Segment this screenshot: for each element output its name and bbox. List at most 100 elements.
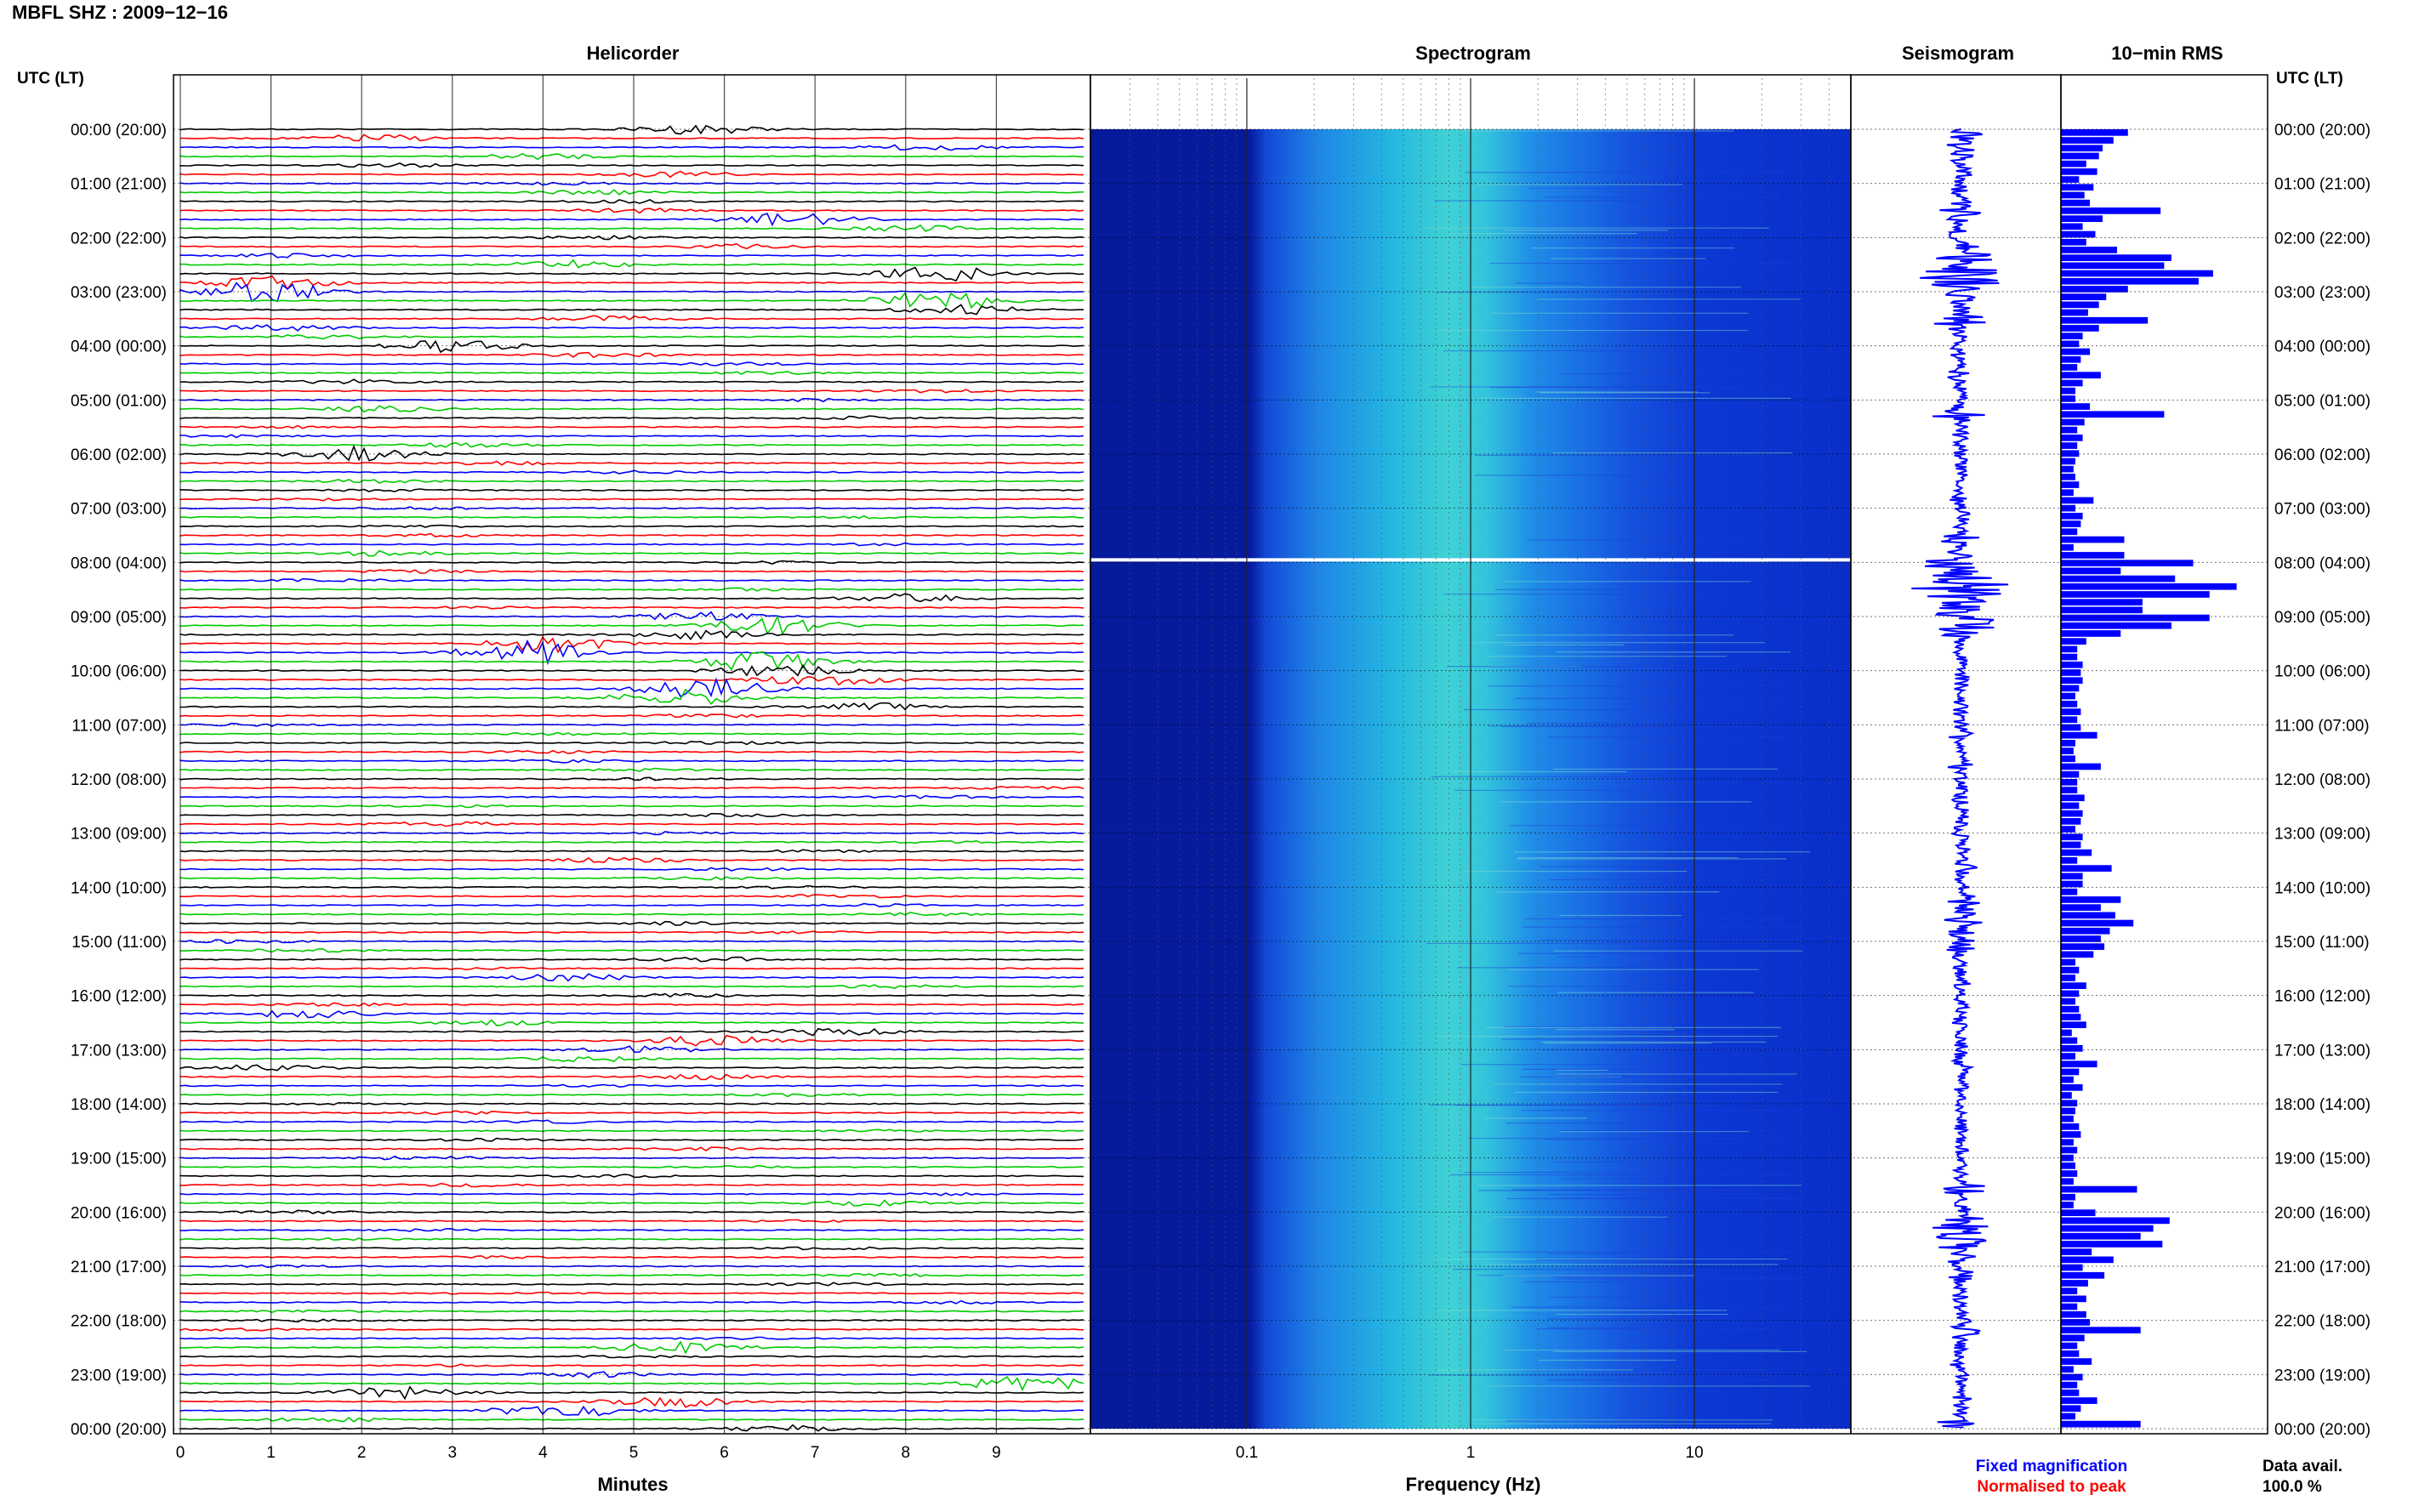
hour-tick-label-left: 08:00 (04:00) [71, 554, 167, 572]
helicorder-trace [179, 856, 1084, 864]
helicorder-trace [179, 253, 1084, 259]
helicorder-trace [179, 1405, 1084, 1417]
rms-bar [2061, 1327, 2141, 1333]
helicorder-trace [179, 1282, 1084, 1287]
rms-bar [2061, 990, 2080, 998]
rms-bar [2061, 630, 2121, 637]
rms-bar [2061, 1021, 2086, 1028]
rms-bar [2061, 1225, 2154, 1232]
rms-bar [2061, 1209, 2096, 1216]
rms-bar [2061, 645, 2078, 653]
rms-bar [2061, 450, 2080, 458]
helicorder-trace [179, 1137, 1084, 1142]
helicorder-trace [179, 759, 1084, 764]
helicorder-trace [179, 984, 1084, 989]
helicorder-trace [179, 605, 1084, 610]
helicorder-trace [179, 1272, 1084, 1277]
hour-tick-label-right: 04:00 (00:00) [2274, 338, 2371, 356]
helicorder-trace [179, 170, 1084, 179]
rms-bar [2061, 191, 2085, 199]
rms-bar [2061, 583, 2237, 590]
rms-bar [2061, 591, 2210, 598]
rms-bar [2061, 1060, 2097, 1068]
rms-bar [2061, 1264, 2083, 1271]
minutes-axis-label: Minutes [597, 1474, 669, 1495]
rms-bar [2061, 1115, 2074, 1123]
helicorder-trace [179, 1355, 1084, 1359]
panel-frame [2060, 74, 2268, 1435]
rms-bar [2061, 653, 2078, 661]
hour-tick-label-left: 22:00 (18:00) [71, 1313, 167, 1331]
rms-bar [2061, 458, 2075, 465]
helicorder-trace [180, 804, 1084, 809]
rms-bar [2061, 567, 2121, 575]
rms-bar [2061, 1256, 2114, 1264]
helicorder-trace [179, 351, 1084, 359]
rms-bar [2061, 489, 2074, 497]
hour-tick-label-right: 17:00 (13:00) [2274, 1042, 2371, 1060]
hour-tick-label-left: 15:00 (11:00) [71, 934, 167, 952]
helicorder-trace [179, 207, 1084, 214]
rms-bar [2061, 325, 2099, 332]
hour-tick-label-left: 13:00 (09:00) [71, 826, 167, 844]
rms-bar [2061, 919, 2134, 927]
rms-bar [2061, 207, 2161, 214]
rms-bar [2061, 966, 2080, 974]
rms-bar [2061, 137, 2114, 144]
helicorder-trace [179, 1064, 1084, 1071]
helicorder-trace [179, 920, 1084, 926]
helicorder-trace [179, 1027, 1084, 1037]
rms-bar [2061, 1342, 2078, 1350]
rms-bar [2061, 880, 2083, 888]
minute-tick-label: 9 [992, 1444, 1001, 1462]
rms-bar [2061, 395, 2075, 402]
helicorder-trace [179, 894, 1084, 899]
hour-tick-label-right: 10:00 (06:00) [2274, 663, 2371, 681]
hour-tick-label-right: 06:00 (02:00) [2274, 446, 2371, 464]
helicorder-trace [179, 839, 1084, 844]
rms-bar [2061, 403, 2091, 410]
rms-bar [2061, 1107, 2075, 1115]
rms-title: 10−min RMS [2111, 43, 2223, 64]
hour-tick-label-left: 10:00 (06:00) [71, 663, 167, 681]
helicorder-trace [179, 1093, 1084, 1098]
helicorder-trace [179, 614, 1084, 636]
rms-bar [2061, 474, 2075, 480]
hour-tick-label-right: 23:00 (19:00) [2274, 1367, 2371, 1384]
seismogram-waveform [1911, 128, 2009, 1429]
rms-bar [2061, 223, 2083, 230]
rms-bar [2061, 129, 2128, 136]
rms-bar [2061, 927, 2110, 935]
rms-bar [2061, 1146, 2078, 1154]
helicorder-trace [179, 569, 1084, 574]
helicorder-trace [179, 1191, 1084, 1197]
rms-bar [2061, 1350, 2080, 1357]
utc-lt-label-left: UTC (LT) [17, 70, 84, 88]
rms-bar [2061, 168, 2097, 175]
hour-tick-label-right: 00:00 (20:00) [2274, 1421, 2371, 1439]
rms-bar [2061, 857, 2078, 864]
rms-bar [2061, 888, 2078, 895]
helicorder-trace [179, 134, 1084, 142]
helicorder-trace [179, 361, 1084, 367]
helicorder-trace [179, 677, 1084, 698]
rms-bar [2061, 1405, 2081, 1413]
helicorder-trace [179, 688, 1084, 706]
rms-bar [2061, 638, 2086, 645]
helicorder-trace [179, 334, 1084, 340]
helicorder-trace [179, 434, 1084, 439]
rms-bar [2061, 1005, 2080, 1013]
helicorder-trace [179, 524, 1084, 529]
hour-tick-label-left: 03:00 (23:00) [71, 284, 167, 302]
helicorder-trace [179, 469, 1084, 475]
rms-bar [2061, 1202, 2074, 1208]
rms-bar [2061, 755, 2075, 763]
rms-bar [2061, 810, 2083, 817]
helicorder-trace [179, 849, 1084, 854]
rms-bar [2061, 833, 2083, 841]
hour-tick-label-left: 21:00 (17:00) [71, 1259, 167, 1276]
helicorder-trace [179, 1299, 1084, 1305]
helicorder-trace [179, 405, 1084, 413]
rms-bar [2061, 426, 2078, 434]
rms-bar [2061, 896, 2121, 903]
